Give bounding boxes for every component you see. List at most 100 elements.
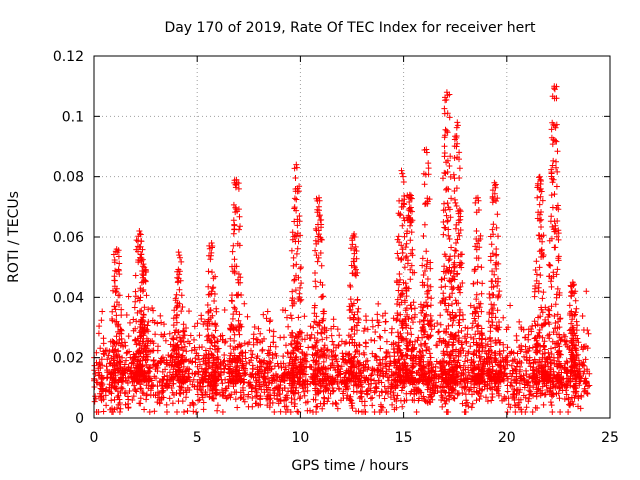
data-point	[148, 383, 155, 390]
data-point	[210, 284, 217, 291]
data-point	[466, 386, 473, 393]
data-point	[114, 394, 121, 401]
data-point	[579, 362, 586, 369]
data-point	[183, 367, 190, 374]
data-point	[271, 390, 278, 397]
data-point	[509, 367, 516, 374]
data-point	[477, 393, 484, 399]
data-point	[586, 370, 593, 377]
data-point	[116, 260, 123, 267]
data-point	[452, 199, 459, 206]
data-point	[161, 373, 168, 380]
data-point	[407, 276, 414, 283]
data-point	[202, 389, 209, 395]
data-point	[160, 333, 167, 340]
data-point	[154, 389, 161, 396]
data-point	[449, 301, 455, 307]
data-point	[122, 389, 129, 396]
data-point	[502, 365, 509, 372]
data-point	[351, 353, 358, 360]
data-point	[144, 322, 151, 329]
x-tick-label: 20	[498, 430, 516, 446]
data-point	[495, 392, 502, 399]
data-point	[273, 377, 280, 384]
data-point	[581, 368, 588, 375]
data-point	[301, 388, 307, 395]
data-point	[455, 319, 462, 326]
data-point	[130, 393, 137, 400]
data-point	[456, 316, 463, 323]
data-point	[98, 317, 105, 324]
data-point	[381, 327, 388, 334]
data-point	[274, 360, 281, 367]
data-point	[258, 386, 265, 393]
data-point	[188, 347, 195, 354]
data-point	[376, 356, 383, 363]
data-point	[240, 391, 247, 398]
data-point	[486, 291, 493, 297]
data-point	[580, 327, 587, 333]
data-point	[533, 349, 540, 356]
data-point	[186, 308, 192, 315]
data-point	[284, 349, 291, 356]
data-point	[113, 312, 120, 319]
data-point	[553, 294, 560, 301]
data-point	[194, 320, 201, 327]
data-point	[237, 223, 243, 230]
data-point	[279, 307, 286, 313]
data-point	[389, 401, 396, 408]
data-point	[229, 248, 236, 255]
data-point	[459, 400, 466, 407]
data-point	[488, 397, 495, 404]
data-point	[444, 218, 451, 225]
data-point	[211, 298, 218, 304]
data-point	[448, 195, 455, 202]
data-point	[178, 384, 185, 390]
data-point	[479, 280, 486, 287]
y-tick-label: 0.04	[53, 290, 84, 306]
data-point	[283, 392, 290, 399]
data-point	[205, 268, 212, 275]
data-point	[368, 371, 375, 378]
data-point	[586, 382, 593, 389]
data-point	[502, 395, 509, 402]
data-point	[381, 383, 388, 390]
data-point	[231, 226, 238, 233]
data-point	[133, 341, 140, 348]
data-point	[149, 305, 156, 311]
data-point	[123, 357, 129, 364]
data-point	[297, 265, 304, 272]
data-point	[500, 314, 507, 321]
data-point	[408, 229, 415, 236]
data-point	[364, 376, 371, 383]
data-point	[103, 402, 110, 409]
data-point	[365, 381, 372, 388]
data-point	[419, 262, 426, 269]
data-point	[283, 342, 289, 349]
data-point	[473, 397, 480, 404]
data-point	[310, 409, 316, 415]
data-point	[283, 366, 290, 373]
data-point	[582, 356, 589, 363]
data-point	[478, 264, 485, 271]
data-point	[263, 315, 270, 322]
data-point	[312, 270, 318, 276]
data-point	[283, 403, 290, 410]
data-point	[293, 250, 300, 257]
data-point	[525, 379, 532, 386]
data-point	[472, 331, 479, 338]
data-point	[105, 352, 112, 359]
data-point	[382, 318, 389, 325]
data-point	[525, 347, 532, 354]
data-point	[228, 321, 235, 328]
data-point	[434, 320, 441, 327]
data-point	[427, 354, 434, 361]
data-point	[138, 251, 145, 258]
data-point	[241, 340, 248, 347]
data-point	[454, 119, 461, 126]
data-point	[483, 394, 489, 401]
data-point	[415, 397, 422, 404]
data-point	[578, 360, 585, 367]
data-point	[488, 384, 495, 391]
data-point	[209, 269, 215, 276]
